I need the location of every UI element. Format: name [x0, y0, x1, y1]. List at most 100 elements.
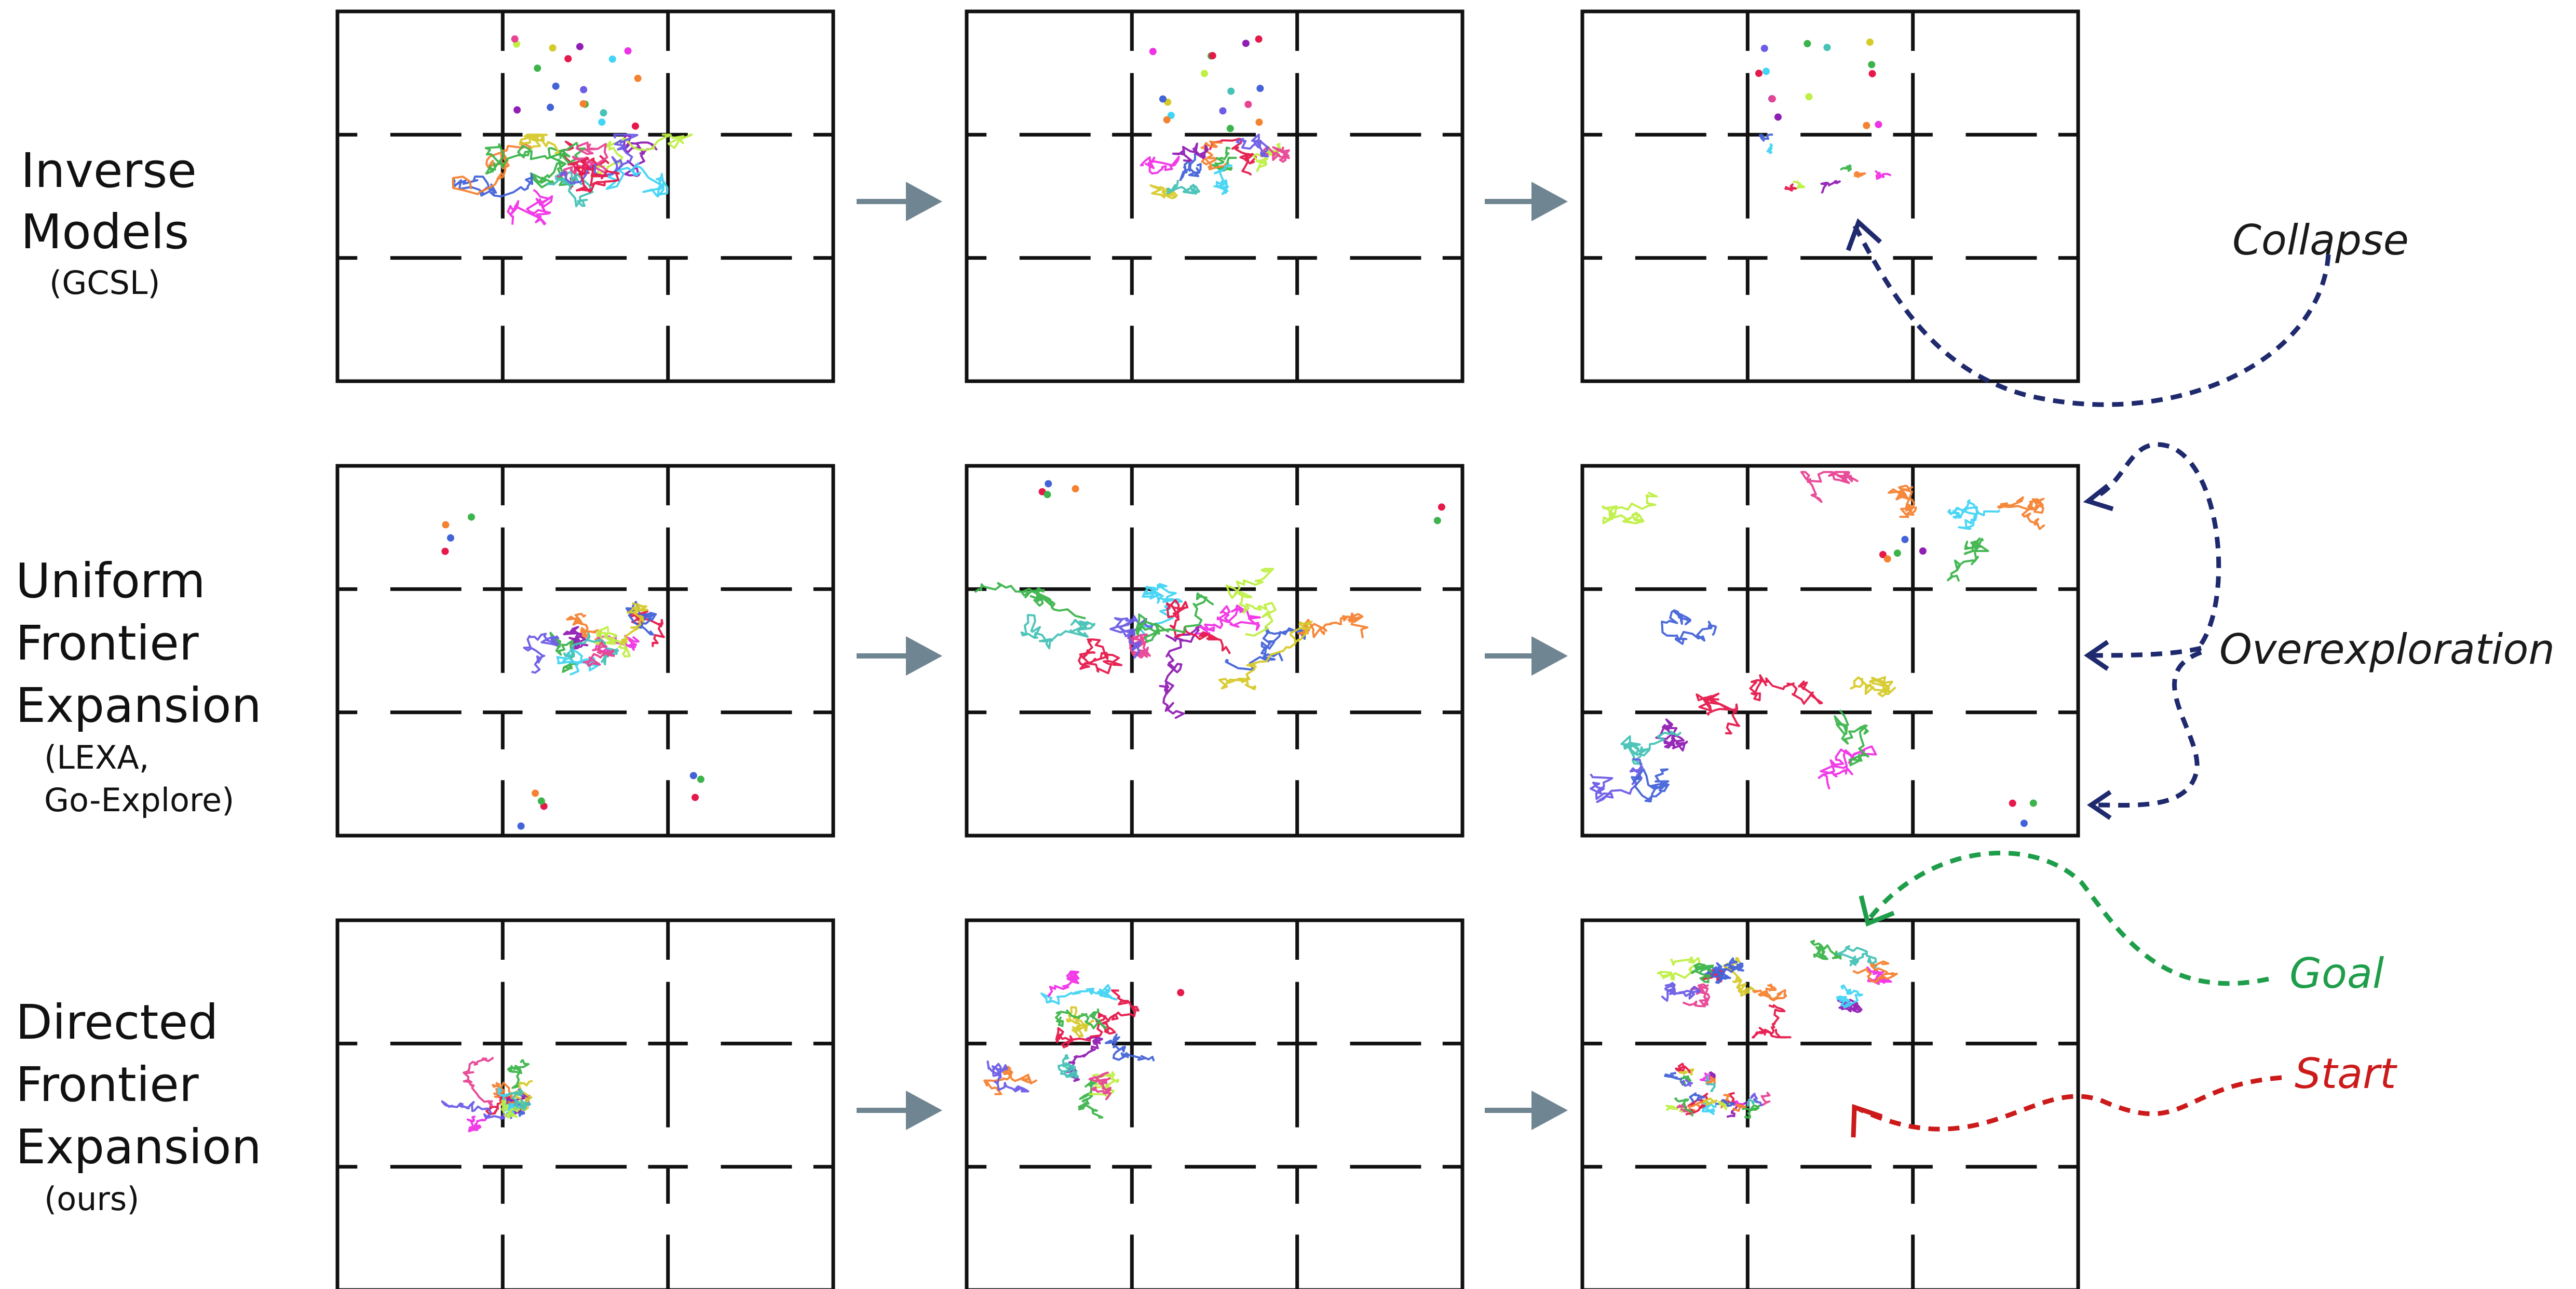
maze-border: [1580, 9, 2080, 383]
trajectory: [1213, 164, 1233, 195]
goal-dot: [1433, 517, 1441, 525]
goal-dot: [1255, 118, 1263, 126]
trajectory: [1620, 730, 1682, 766]
trajectory: [1179, 151, 1202, 181]
progress-arrow-head: [1531, 1091, 1568, 1130]
row-subtitle-line: (LEXA,: [44, 739, 150, 776]
trajectory: [1792, 180, 1806, 189]
trajectory: [1101, 989, 1140, 1035]
trajectory-group: [1140, 35, 1290, 199]
trajectory-group: [441, 513, 704, 830]
goal-dot: [1045, 480, 1052, 488]
maze-panel: [1580, 464, 2080, 838]
trajectory-group: [983, 970, 1185, 1119]
goal-dot: [600, 109, 607, 117]
goal-dot: [2020, 820, 2028, 827]
goal-dot: [1177, 989, 1185, 997]
trajectory: [1225, 626, 1306, 671]
goal-dot: [1919, 547, 1927, 555]
trajectory: [1947, 499, 2001, 530]
goal-dot: [580, 86, 588, 93]
progress-arrow: [1485, 636, 1568, 676]
trajectory: [1212, 146, 1237, 172]
goal-dot: [537, 797, 545, 805]
trajectory: [1020, 614, 1095, 650]
trajectory: [1732, 1104, 1746, 1112]
trajectory: [497, 1087, 515, 1117]
goal-dot: [1209, 52, 1216, 60]
goal-dot: [552, 82, 560, 90]
maze-border: [965, 918, 1465, 1289]
trajectory: [1758, 133, 1773, 142]
collapse-arrowhead: [1846, 218, 1882, 251]
progress-arrow-head: [1531, 636, 1568, 676]
trajectory: [557, 141, 608, 178]
goal-annotation: Goal: [1859, 851, 2384, 998]
maze-panels: [335, 9, 2080, 1289]
row-title-line: Expansion: [16, 678, 262, 733]
trajectory: [1209, 138, 1257, 176]
goal-dot: [1805, 93, 1813, 101]
trajectory: [452, 141, 533, 195]
goal-dot: [1879, 550, 1887, 558]
trajectory: [1078, 638, 1123, 675]
trajectory: [1696, 692, 1740, 735]
trajectory: [1665, 1104, 1685, 1113]
start-annotation: Start: [1851, 1050, 2397, 1138]
row-title-line: Uniform: [16, 553, 206, 609]
row-label-inverse: Inverse Models (GCSL): [21, 143, 197, 302]
goal-dot: [446, 534, 454, 542]
goal-dot: [1868, 70, 1876, 77]
trajectory: [1820, 180, 1841, 194]
maze-border: [335, 464, 835, 838]
collapse-arrow: [1851, 222, 2331, 407]
row-title-line: Inverse: [21, 143, 197, 198]
maze-border: [1580, 918, 2080, 1289]
trajectory: [506, 1088, 532, 1111]
trajectory-group: [1755, 38, 1892, 194]
trajectory-group: [974, 480, 1445, 719]
maze-panel: [335, 464, 835, 838]
goal-dot: [513, 106, 521, 114]
trajectory: [507, 1059, 530, 1089]
trajectory: [1655, 718, 1688, 752]
progress-arrow-head: [906, 636, 942, 676]
trajectory: [1135, 592, 1214, 643]
goal-dot: [1227, 87, 1235, 95]
trajectory-group: [452, 35, 693, 225]
trajectory: [1690, 963, 1714, 984]
overexploration-arrow-top: [2091, 442, 2221, 646]
trajectory: [1078, 1078, 1104, 1119]
progress-arrow: [857, 182, 942, 221]
trajectory: [622, 133, 658, 177]
trajectory: [594, 626, 631, 658]
collapse-annotation: Collapse: [1846, 216, 2409, 407]
trajectory: [1172, 142, 1209, 162]
trajectory: [1997, 496, 2045, 530]
goal-dot: [2009, 799, 2016, 807]
trajectory: [1874, 170, 1892, 180]
row-subtitle-line: (GCSL): [49, 264, 160, 302]
goal-dot: [511, 35, 519, 43]
trajectory: [1679, 1079, 1693, 1087]
trajectory: [1704, 962, 1730, 984]
trajectory-group: [1589, 471, 2045, 827]
overexploration-annotation: Overexploration: [2083, 442, 2555, 820]
trajectory: [1109, 615, 1154, 659]
trajectory: [1850, 676, 1896, 697]
trajectory: [1888, 485, 1917, 518]
trajectory: [620, 602, 648, 646]
goal-dot: [631, 122, 639, 130]
row-title-line: Models: [21, 204, 189, 260]
progress-arrow-head: [906, 182, 942, 221]
trajectory: [1088, 1071, 1112, 1100]
trajectory: [1837, 999, 1863, 1013]
goal-dot: [598, 118, 606, 126]
trajectory: [1766, 143, 1773, 155]
goal-label: Goal: [2289, 949, 2384, 998]
goal-dot: [1072, 485, 1079, 493]
trajectory: [1718, 1100, 1730, 1110]
trajectory: [463, 1056, 494, 1108]
start-arrow: [1858, 1075, 2282, 1132]
